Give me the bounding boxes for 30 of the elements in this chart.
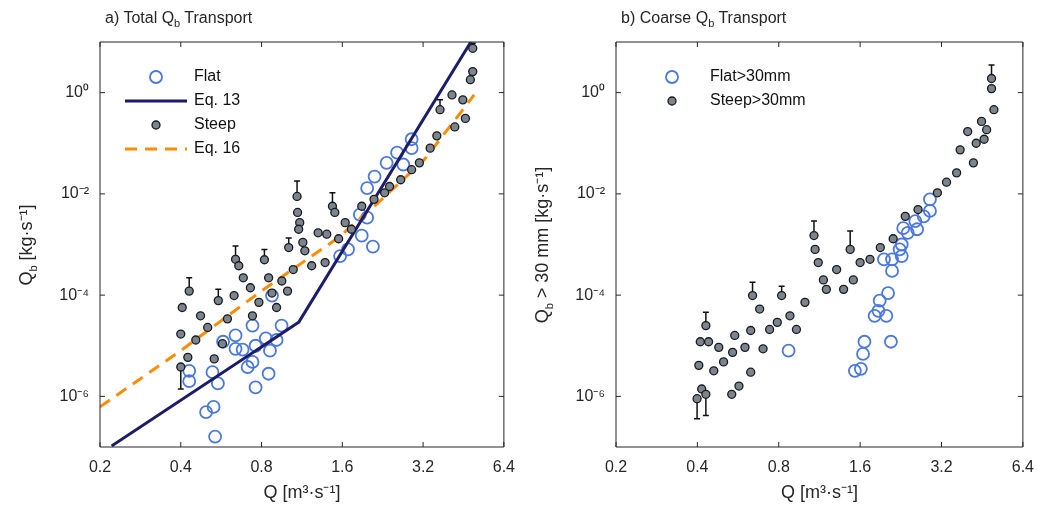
x-tick-label: 1.6 [331,458,354,476]
legend-label: Flat>30mm [710,67,791,85]
x-tick-label: 3.2 [930,458,953,476]
legend-label: Steep>30mm [710,91,806,109]
x-tick-label: 6.4 [492,458,516,476]
y-tick-label: 10⁻⁶ [575,386,605,404]
x-tick-label: 0.4 [169,458,192,476]
x-axis-title: Q [m³·s⁻¹] [780,482,858,502]
x-tick-label: 0.4 [686,458,709,476]
x-axis-title: Q [m³·s⁻¹] [263,482,341,502]
x-tick-label: 0.8 [767,458,790,476]
y-tick-label: 10⁻² [576,184,606,202]
y-tick-label: 10⁻⁴ [575,285,606,303]
y-tick-label: 10⁻⁶ [59,386,89,404]
legend-label: Eq. 16 [194,139,241,157]
x-tick-label: 6.4 [1011,458,1035,476]
x-tick-label: 3.2 [411,458,435,476]
chart-title: a) Total Q$_{b}$ Transport [105,9,253,30]
y-tick-label: 10⁰ [581,83,605,101]
legend-label: Flat [194,67,222,85]
legend-label: Steep [194,115,236,133]
y-tick-label: 10⁰ [65,83,89,101]
x-tick-label: 0.8 [250,458,273,476]
legend-label: Eq. 13 [194,91,241,109]
x-tick-label: 0.2 [88,458,112,476]
chart-title: b) Coarse Q$_{b}$ Transport [621,9,787,30]
y-tick-label: 10⁻⁴ [59,285,90,303]
x-tick-label: 1.6 [849,458,872,476]
x-tick-label: 0.2 [604,458,628,476]
y-tick-label: 10⁻² [60,184,90,202]
